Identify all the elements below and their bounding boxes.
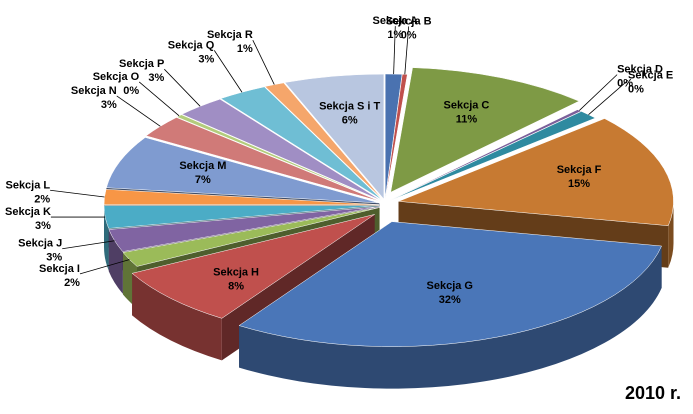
leader-line <box>50 189 105 198</box>
slice-name-label: Sekcja C <box>444 99 490 111</box>
year-annotation: 2010 r. <box>624 383 681 403</box>
slice-value-label: 7% <box>195 174 211 186</box>
pie-slice-sekcja-f <box>398 118 674 227</box>
slice-name-label: Sekcja P <box>119 58 164 70</box>
slice-value-label: 15% <box>568 178 590 190</box>
slice-name-label: Sekcja E <box>628 69 673 81</box>
leader-line <box>116 95 161 127</box>
slice-value-label: 2% <box>34 193 50 205</box>
slice-name-label: Sekcja N <box>71 85 117 97</box>
slice-value-label: 1% <box>237 43 253 55</box>
slice-value-label: 0% <box>401 29 417 41</box>
slice-name-label: Sekcja G <box>427 280 473 292</box>
pie-slice-sekcja-i <box>122 207 380 267</box>
leader-line <box>393 26 396 75</box>
slice-name-label: Sekcja R <box>207 29 253 41</box>
slice-value-label: 2% <box>64 277 80 289</box>
pie-side-sekcja-f <box>668 201 674 268</box>
pie-slice-sekcja-o <box>176 114 381 202</box>
slice-name-label: Sekcja A <box>373 15 419 27</box>
pie-slice-sekcja-b <box>385 73 408 200</box>
pie-slice-sekcja-h <box>131 214 375 319</box>
slice-value-label: 3% <box>101 99 117 111</box>
pie-slice-sekcja-g <box>238 221 662 347</box>
slice-name-label: Sekcja I <box>39 263 80 275</box>
pie-top-faces <box>103 67 674 347</box>
slice-value-label: 0% <box>628 83 644 95</box>
pie-side-sekcja-j <box>108 229 123 294</box>
slice-value-label: 3% <box>35 220 51 232</box>
slice-name-label: Sekcja M <box>179 160 226 172</box>
pie-side-sekcja-g <box>239 246 662 389</box>
slice-value-label: 3% <box>46 252 62 264</box>
slice-name-label: Sekcja K <box>5 206 51 218</box>
slice-value-label: 3% <box>198 53 214 65</box>
leader-line <box>62 240 115 250</box>
leader-line <box>579 74 618 111</box>
pie-slice-sekcja-m <box>106 137 380 204</box>
pie-slice-sekcja-s-i-t <box>284 73 385 200</box>
slice-name-label: Sekcja S i T <box>319 101 380 113</box>
leader-line <box>404 26 410 75</box>
leader-line <box>588 80 629 115</box>
leader-line <box>164 68 201 107</box>
slice-value-label: 3% <box>148 72 164 84</box>
slice-value-label: 6% <box>342 115 358 127</box>
leader-line <box>79 259 130 275</box>
slice-value-label: 1% <box>387 29 403 41</box>
slice-name-label: Sekcja F <box>557 164 602 176</box>
pie-side-sekcja-k <box>104 205 109 271</box>
slice-name-label: Sekcja J <box>18 238 62 250</box>
slice-value-label: 0% <box>123 85 139 97</box>
pie-labels: Sekcja A 1% Sekcja B 0% Sekcja C 11% Sekcja D 0… <box>5 15 673 306</box>
leader-line <box>138 81 180 117</box>
slice-value-label: 11% <box>456 113 478 125</box>
slice-name-label: Sekcja H <box>213 266 259 278</box>
leader-line <box>213 50 243 93</box>
slice-name-label: Sekcja Q <box>168 39 215 51</box>
slice-name-label: Sekcja O <box>93 71 140 83</box>
pie-slice-sekcja-c <box>390 67 580 193</box>
slice-name-label: Sekcja D <box>617 64 663 76</box>
slice-value-label: 8% <box>228 280 244 292</box>
leader-line <box>252 39 275 85</box>
slice-name-label: Sekcja B <box>386 15 432 27</box>
slice-name-label: Sekcja L <box>5 179 50 191</box>
pie-side-sekcja-h <box>132 273 222 361</box>
slice-value-label: 32% <box>439 294 461 306</box>
